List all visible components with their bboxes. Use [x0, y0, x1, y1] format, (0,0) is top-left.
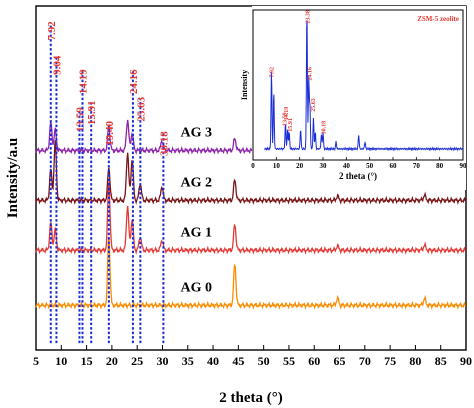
- inset-x-tick-label-2: 20: [296, 162, 304, 170]
- series-line-3: [35, 236, 466, 310]
- series-line-2: [35, 181, 466, 255]
- x-tick-label-9: 50: [258, 354, 270, 368]
- x-tick-label-0: 5: [33, 354, 39, 368]
- x-tick-label-7: 40: [207, 354, 219, 368]
- inset-x-tick-label-0: 0: [251, 162, 255, 170]
- series-label-0: AG 3: [181, 126, 213, 141]
- inset-title: ZSM-5 zeolite: [417, 15, 459, 23]
- x-tick-label-16: 85: [435, 354, 447, 368]
- x-tick-label-6: 35: [182, 354, 194, 368]
- inset-peak-label-6: 25.63: [311, 98, 317, 112]
- inset-peak-label-5: 24.16: [307, 67, 313, 81]
- inset-x-tick-label-7: 70: [413, 162, 421, 170]
- reference-label-3: 14.19: [77, 69, 89, 94]
- series-line-1: [35, 140, 466, 205]
- reference-label-8: 30.18: [158, 131, 170, 156]
- reference-label-0: 7.92: [46, 21, 58, 41]
- reference-label-7: 25.63: [135, 96, 147, 121]
- inset-peak-label-0: 7.92: [269, 67, 275, 78]
- x-tick-label-17: 90: [460, 354, 472, 368]
- inset-x-tick-label-9: 90: [460, 162, 468, 170]
- x-tick-label-8: 45: [232, 354, 244, 368]
- inset-x-axis-label: 2 theta (°): [339, 171, 377, 181]
- inset-peak-label-4: 23.38: [306, 10, 312, 24]
- x-tick-label-13: 70: [359, 354, 371, 368]
- x-axis-label: 2 theta (°): [219, 390, 282, 406]
- inset-series-line: [264, 20, 464, 152]
- inset-peak-label-2: 14.19: [284, 107, 290, 121]
- series-label-2: AG 1: [181, 225, 213, 240]
- inset-x-tick-label-6: 60: [390, 162, 398, 170]
- inset-x-tick-label-5: 50: [366, 162, 374, 170]
- reference-label-2: 13.59: [74, 107, 86, 132]
- inset-x-tick-label-8: 80: [436, 162, 444, 170]
- inset-x-tick-label-1: 10: [273, 162, 281, 170]
- reference-label-6: 24.16: [128, 69, 140, 94]
- inset-x-tick-label-3: 30: [320, 162, 328, 170]
- inset-peak-label-1: 13.59: [283, 112, 289, 126]
- x-tick-label-10: 55: [283, 354, 295, 368]
- x-tick-label-1: 10: [55, 354, 67, 368]
- x-tick-label-4: 25: [131, 354, 143, 368]
- series-label-1: AG 2: [181, 176, 213, 191]
- inset-y-axis-label: Intensity: [240, 70, 249, 100]
- inset-x-tick-label-4: 40: [343, 162, 351, 170]
- y-axis-label: Intensity/a.u: [5, 138, 21, 218]
- x-tick-label-15: 80: [409, 354, 421, 368]
- inset-plot: 0 10 20 30 40 50 60 70 80 90 2 theta (°) Intensity Z…: [240, 6, 467, 190]
- reference-label-5: 19.40: [104, 120, 116, 145]
- reference-label-1: 9.04: [51, 55, 63, 75]
- series-label-3: AG 0: [181, 281, 213, 296]
- x-tick-label-12: 65: [334, 354, 346, 368]
- reference-label-4: 15.91: [86, 100, 98, 125]
- main-plot: 5 10 15 20 25 30 35 40 45 50 55 60 65 70 75 80 85 90 2 the…: [5, 5, 472, 406]
- inset-peak-label-7: 30.18: [321, 121, 327, 135]
- inset-frame: [252, 9, 464, 161]
- x-tick-label-2: 15: [81, 354, 93, 368]
- x-tick-label-11: 60: [308, 354, 320, 368]
- inset-peak-label-3: 15.91: [288, 118, 294, 132]
- x-tick-label-14: 75: [384, 354, 396, 368]
- x-tick-label-5: 30: [156, 354, 168, 368]
- x-tick-label-3: 20: [106, 354, 118, 368]
- inset-background: [252, 6, 466, 190]
